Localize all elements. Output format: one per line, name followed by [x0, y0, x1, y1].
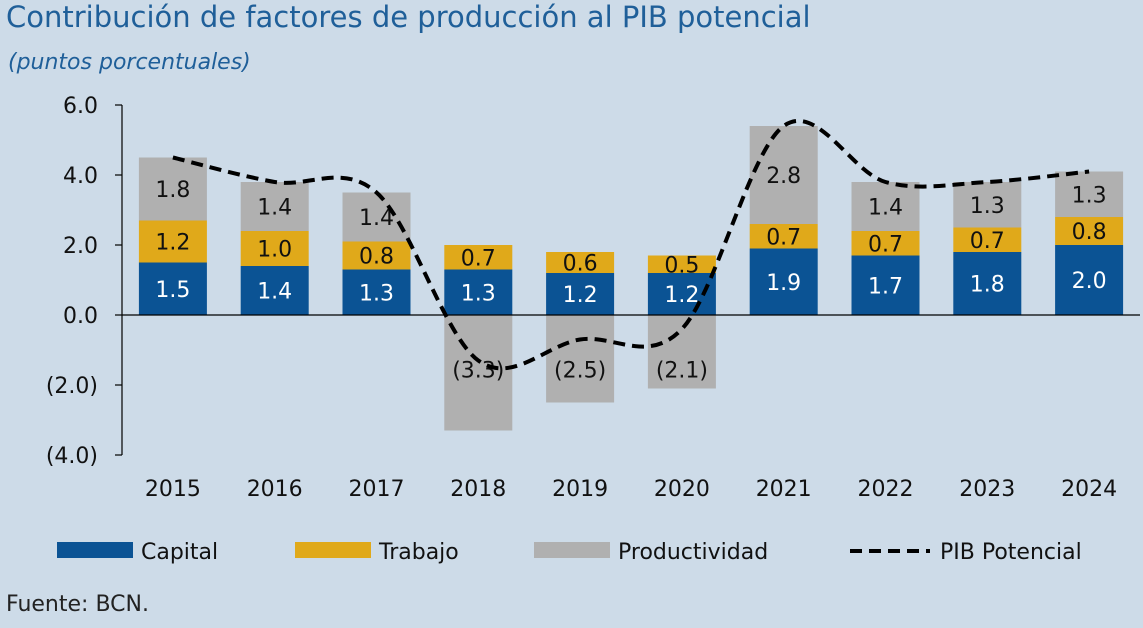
legend-swatch-capital [57, 542, 133, 558]
legend-label-trabajo: Trabajo [378, 540, 459, 565]
bar-capital [953, 252, 1022, 315]
data-label-productividad: 1.3 [1072, 183, 1107, 208]
bar-capital [444, 269, 513, 315]
data-label-trabajo: 0.7 [868, 232, 903, 257]
bar-productividad [138, 157, 207, 221]
bar-capital [749, 248, 818, 315]
data-label-capital: 1.7 [868, 274, 903, 299]
y-tick-label: 4.0 [63, 164, 98, 189]
data-label-capital: 1.9 [766, 271, 801, 296]
bar-capital [546, 273, 615, 315]
data-label-trabajo: 0.7 [461, 246, 496, 271]
x-tick-label: 2020 [654, 477, 710, 502]
data-label-trabajo: 0.7 [970, 229, 1005, 254]
bar-trabajo [953, 227, 1022, 252]
data-label-productividad: (2.1) [656, 358, 708, 383]
bar-capital [342, 269, 411, 315]
data-label-trabajo: 1.2 [155, 231, 190, 256]
legend-swatch-trabajo [295, 542, 371, 558]
data-label-productividad: 1.4 [359, 206, 394, 231]
data-label-trabajo: 1.0 [257, 238, 292, 263]
data-label-productividad: 1.4 [257, 196, 292, 221]
y-tick-label: 2.0 [63, 234, 98, 259]
bar-trabajo [240, 231, 309, 266]
bar-productividad [342, 192, 411, 242]
bar-trabajo [647, 255, 716, 273]
bar-trabajo [138, 220, 207, 263]
data-label-capital: 1.8 [970, 273, 1005, 298]
data-label-trabajo: 0.6 [563, 252, 598, 277]
x-tick-label: 2023 [959, 477, 1015, 502]
bar-trabajo [851, 231, 920, 256]
bar-capital [240, 266, 309, 315]
data-label-trabajo: 0.7 [766, 225, 801, 250]
legend-label-pib-potencial: PIB Potencial [940, 540, 1082, 565]
bar-productividad [240, 182, 309, 231]
data-label-capital: 1.3 [461, 281, 496, 306]
series-line-pib-potencial [172, 118, 1090, 371]
data-label-productividad: (2.5) [554, 358, 606, 383]
data-label-productividad: 1.3 [970, 194, 1005, 219]
x-tick-label: 2019 [552, 477, 608, 502]
bar-productividad [1055, 171, 1124, 217]
y-tick-label: 6.0 [63, 94, 98, 119]
bar-productividad [851, 182, 920, 231]
data-label-trabajo: 0.8 [359, 245, 394, 270]
bar-trabajo [1055, 217, 1124, 245]
bar-trabajo [342, 241, 411, 270]
x-tick-label: 2018 [450, 477, 506, 502]
chart-subtitle: (puntos porcentuales) [8, 50, 251, 75]
legend-label-productividad: Productividad [618, 540, 768, 565]
data-label-trabajo: 0.8 [1072, 220, 1107, 245]
data-label-trabajo: 0.5 [664, 253, 699, 278]
bar-trabajo [444, 245, 513, 270]
x-tick-label: 2016 [247, 477, 303, 502]
legend-swatch-productividad [534, 542, 610, 558]
y-tick-label: (4.0) [46, 444, 98, 469]
bar-trabajo [749, 224, 818, 249]
bar-productividad [647, 315, 716, 389]
legend-label-capital: Capital [141, 540, 218, 565]
data-label-capital: 2.0 [1072, 269, 1107, 294]
data-label-capital: 1.2 [664, 283, 699, 308]
y-tick-label: (2.0) [46, 374, 98, 399]
data-label-productividad: 1.4 [868, 196, 903, 221]
bar-productividad [546, 315, 615, 403]
bar-trabajo [546, 252, 615, 273]
bar-capital [138, 262, 207, 315]
bar-productividad [444, 315, 513, 431]
chart-title: Contribución de factores de producción a… [6, 0, 811, 34]
x-tick-label: 2015 [145, 477, 201, 502]
data-label-capital: 1.2 [563, 283, 598, 308]
bar-capital [1055, 245, 1124, 315]
data-label-capital: 1.3 [359, 281, 394, 306]
x-tick-label: 2017 [349, 477, 405, 502]
data-label-productividad: 2.8 [766, 164, 801, 189]
source-note: Fuente: BCN. [6, 592, 149, 617]
data-label-capital: 1.4 [257, 280, 292, 305]
x-tick-label: 2022 [858, 477, 914, 502]
bar-productividad [749, 126, 818, 224]
x-tick-label: 2021 [756, 477, 812, 502]
bar-productividad [953, 182, 1022, 228]
y-tick-label: 0.0 [63, 304, 98, 329]
data-label-capital: 1.5 [155, 278, 190, 303]
data-label-productividad: 1.8 [155, 178, 190, 203]
x-tick-label: 2024 [1061, 477, 1117, 502]
bar-capital [851, 255, 920, 315]
